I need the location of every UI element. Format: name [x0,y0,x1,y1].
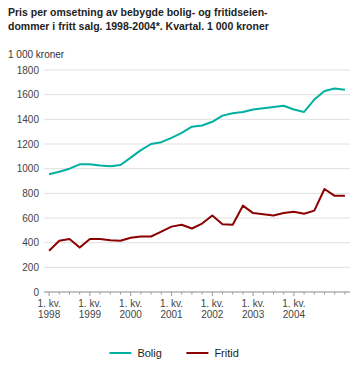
y-axis-label: 1 000 kroner [8,49,65,60]
x-tick [222,292,223,295]
y-tick-label: 1400 [17,114,40,125]
grid-line [44,267,350,268]
x-tick [181,292,182,295]
y-tick-label: 1000 [17,163,40,174]
x-tick [79,292,80,295]
x-tick-label: 1. kv.2003 [242,298,265,320]
x-tick [242,292,243,295]
x-tick [344,292,345,295]
legend-swatch [186,352,208,354]
title: Pris per omsetning av bebygde bolig- og … [8,6,269,32]
x-tick [293,292,294,296]
y-tick-label: 800 [22,188,39,199]
x-tick-label: 1. kv.2004 [282,298,305,320]
y-tick-label: 0 [33,287,39,298]
x-tick [191,292,192,295]
x-tick-label: 1. kv.1998 [38,298,61,320]
x-tick-label: 1. kv.2002 [201,298,224,320]
legend: Bolig Fritid [109,347,238,359]
legend-swatch [109,352,131,354]
x-tick [120,292,121,295]
legend-label: Fritid [214,347,238,359]
x-tick [110,292,111,295]
x-tick-label: 1. kv.2001 [160,298,183,320]
y-tick-label: 1600 [17,89,40,100]
x-tick [49,292,50,296]
x-tick [304,292,305,295]
x-tick [202,292,203,295]
x-tick [232,292,233,295]
x-tick [161,292,162,295]
x-tick [263,292,264,295]
grid-line [44,70,350,71]
x-tick [140,292,141,295]
grid-line [44,119,350,120]
x-tick [151,292,152,295]
x-tick-label: 1. kv.1999 [78,298,101,320]
grid-line [44,193,350,194]
x-tick [212,292,213,296]
x-tick [130,292,131,296]
x-tick [253,292,254,296]
y-tick-label: 400 [22,237,39,248]
y-tick-label: 1800 [17,65,40,76]
x-tick [171,292,172,296]
line [49,189,345,251]
chart: Pris per omsetning av bebygde bolig- og … [0,0,361,375]
y-tick-label: 600 [22,213,39,224]
grid-line [44,242,350,243]
y-tick-label: 1200 [17,139,40,150]
line [49,89,345,175]
x-tick-label: 1. kv.2000 [119,298,142,320]
x-tick [314,292,315,295]
grid-line [44,168,350,169]
x-tick [273,292,274,295]
x-tick [89,292,90,296]
x-tick [334,292,335,295]
grid [44,70,350,292]
grid-line [44,218,350,219]
x-tick [69,292,70,295]
x-tick [324,292,325,295]
legend-label: Bolig [137,347,161,359]
plot-area [49,89,345,251]
y-tick-label: 200 [22,262,39,273]
grid-line [44,94,350,95]
x-tick [283,292,284,295]
grid-line [44,144,350,145]
x-tick [59,292,60,295]
x-tick [100,292,101,295]
